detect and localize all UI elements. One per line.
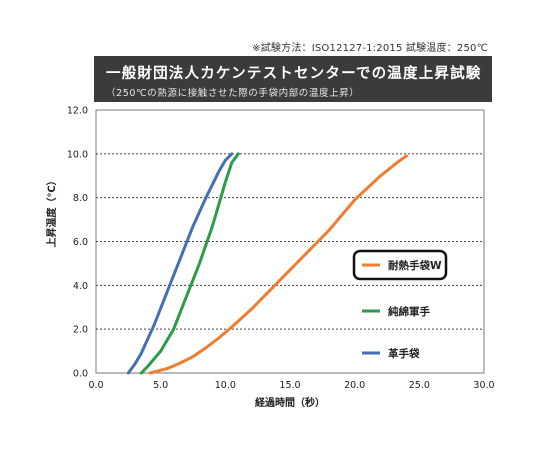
legend-label-2: 革手袋 xyxy=(388,347,420,360)
x-tick-label-1: 5.0 xyxy=(153,380,168,391)
y-tick-label-0: 0.0 xyxy=(73,369,88,380)
y-tick-label-5: 10.0 xyxy=(67,149,88,160)
series-line-2 xyxy=(126,152,234,375)
y-tick-label-3: 6.0 xyxy=(73,237,88,248)
chart-subtitle: （250℃の熱源に接触させた際の手袋内部の温度上昇） xyxy=(106,88,360,99)
legend-label-0: 耐熱手袋W xyxy=(388,259,442,272)
y-tick-label-2: 4.0 xyxy=(73,281,88,292)
test-method-note: ※試験方法：ISO12127-1:2015 試験温度：250℃ xyxy=(252,43,488,54)
chart-title-banner: 一般財団法人カケンテストセンターでの温度上昇試験 （250℃の熱源に接触させた際… xyxy=(94,56,492,102)
series-line-0 xyxy=(148,154,408,375)
x-tick-label-2: 10.0 xyxy=(215,380,236,391)
x-tick-label-5: 25.0 xyxy=(409,380,430,391)
y-axis-title: 上昇温度（℃） xyxy=(45,175,58,247)
series-line-1 xyxy=(139,152,240,375)
x-axis-title: 経過時間（秒） xyxy=(255,396,325,409)
x-tick-label-3: 15.0 xyxy=(279,380,300,391)
chart-title: 一般財団法人カケンテストセンターでの温度上昇試験 xyxy=(106,66,482,82)
y-tick-label-1: 2.0 xyxy=(73,325,88,336)
y-tick-label-4: 8.0 xyxy=(73,193,88,204)
legend-label-1: 純綿軍手 xyxy=(388,305,430,318)
x-tick-label-6: 30.0 xyxy=(473,380,494,391)
x-tick-label-0: 0.0 xyxy=(88,380,103,391)
legend-highlight-box xyxy=(352,249,448,281)
y-tick-label-6: 12.0 xyxy=(67,106,88,117)
x-tick-label-4: 20.0 xyxy=(344,380,365,391)
